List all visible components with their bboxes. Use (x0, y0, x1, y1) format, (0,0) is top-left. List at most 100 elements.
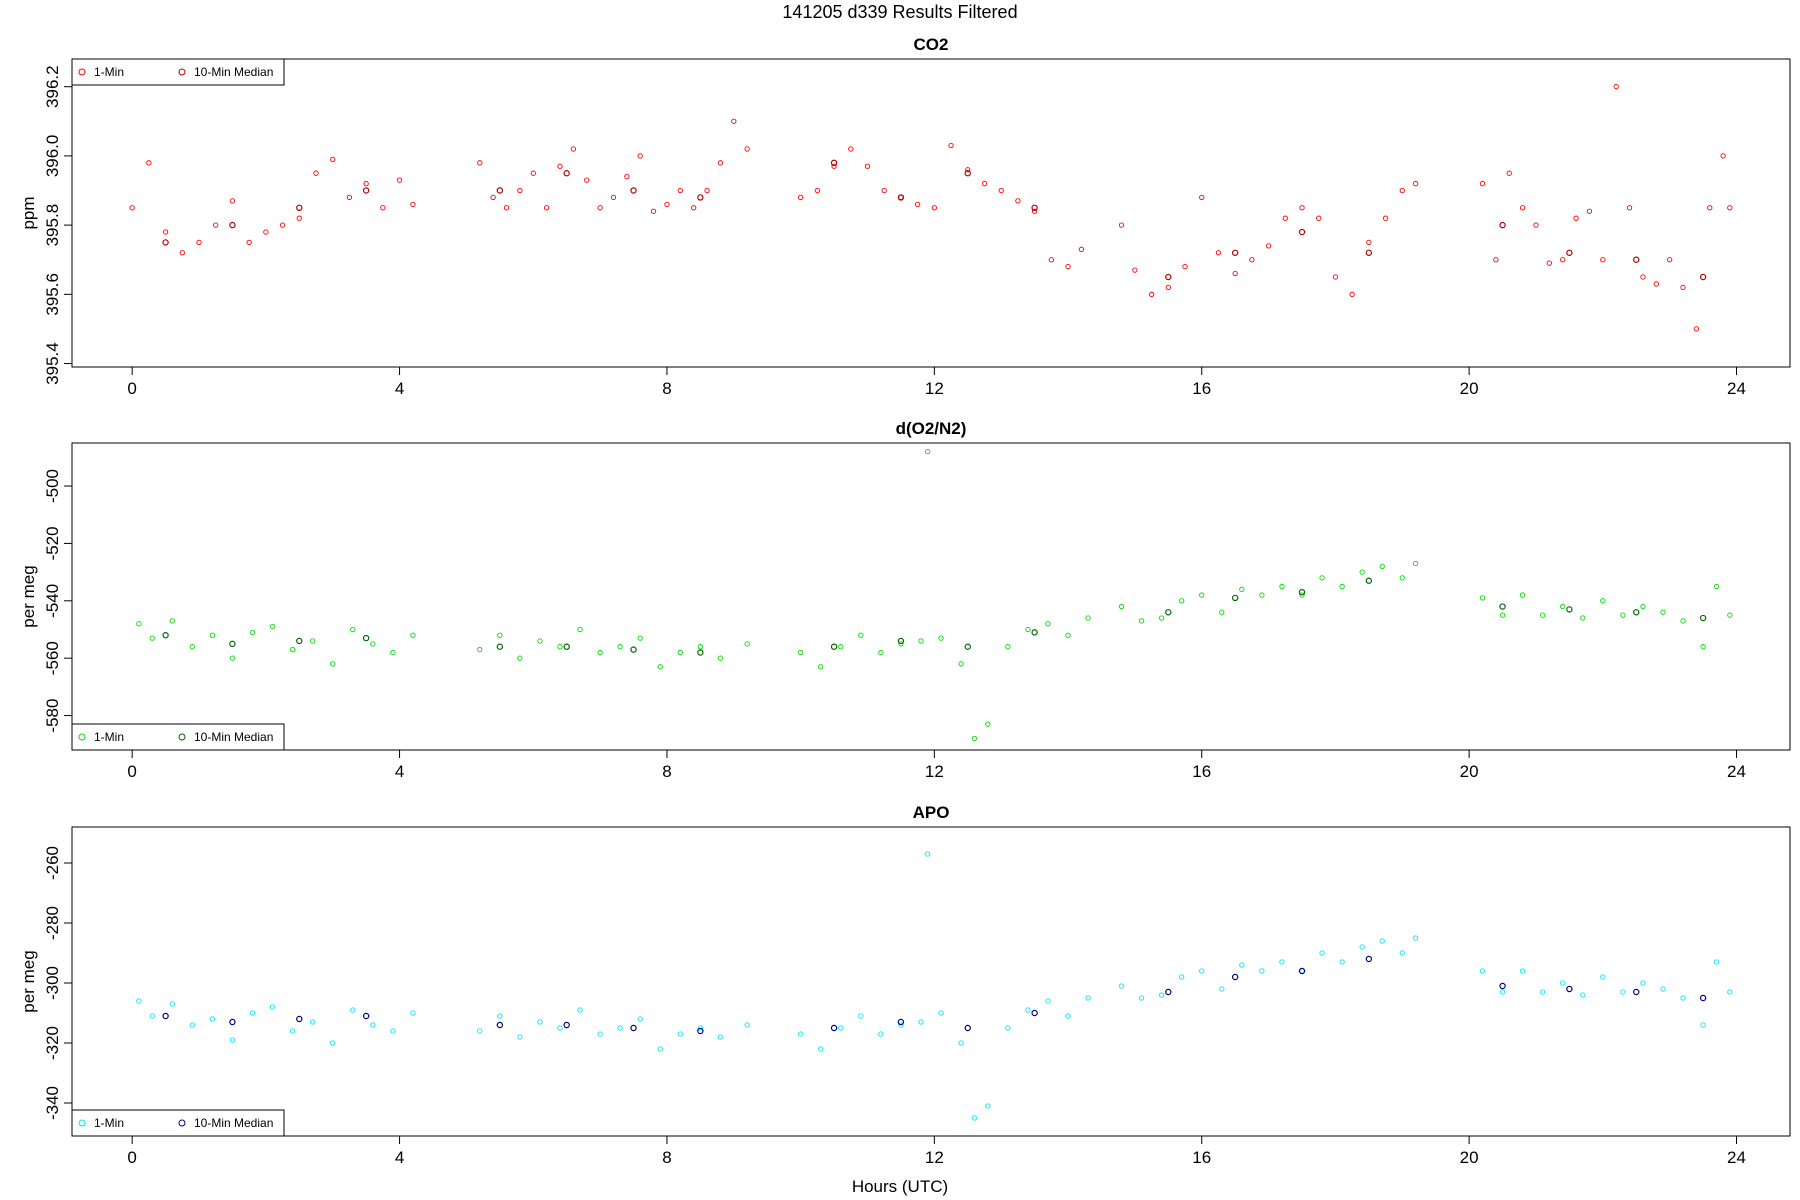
data-point (971, 735, 978, 742)
data-point (1700, 1022, 1706, 1028)
data-point (279, 222, 286, 228)
data-point (1519, 592, 1526, 598)
x-axis-label: Hours (UTC) (852, 1177, 948, 1196)
x-tick-label: 24 (1727, 1148, 1746, 1167)
data-point (1412, 935, 1419, 941)
y-axis-label: per meg (19, 565, 38, 627)
x-tick-label: 0 (127, 1148, 136, 1167)
data-point (1182, 263, 1188, 270)
data-point (330, 661, 336, 667)
x-tick-label: 4 (395, 762, 404, 781)
data-point (610, 194, 617, 201)
data-point (677, 649, 683, 656)
y-tick-label: -540 (43, 584, 62, 618)
data-point (1382, 215, 1389, 221)
data-point (1399, 575, 1405, 581)
data-point (229, 1018, 236, 1026)
y-tick-label: -500 (43, 469, 62, 503)
data-point (1399, 187, 1405, 194)
data-point (1299, 592, 1305, 598)
data-point (1298, 588, 1306, 596)
data-point (350, 1007, 356, 1013)
data-point (925, 448, 931, 455)
data-point (630, 187, 637, 194)
data-point (914, 201, 921, 207)
data-point (362, 1012, 370, 1020)
data-point (563, 170, 570, 177)
data-point (985, 1103, 991, 1109)
data-point (1566, 606, 1573, 613)
data-point (881, 187, 887, 194)
data-point (296, 215, 302, 221)
legend: 1-Min 10-Min Median (71, 1109, 285, 1137)
data-point (1232, 270, 1238, 277)
data-point (1499, 603, 1506, 610)
data-point (209, 632, 216, 638)
data-point (390, 1028, 396, 1034)
data-point (363, 180, 369, 187)
data-point (597, 205, 603, 211)
data-point (1359, 569, 1365, 575)
data-point (1600, 974, 1606, 980)
data-point (697, 1025, 704, 1031)
legend-marker (78, 733, 86, 741)
data-point (1031, 1009, 1038, 1017)
data-point (897, 194, 905, 201)
data-point (146, 160, 152, 166)
data-point (597, 649, 603, 656)
data-point (697, 1027, 704, 1035)
x-tick-label: 12 (925, 762, 944, 781)
data-point (1499, 989, 1506, 995)
data-point (1713, 959, 1720, 965)
data-point (797, 194, 804, 201)
data-point (530, 170, 536, 176)
x-tick-label: 8 (662, 762, 671, 781)
data-point (1299, 205, 1305, 211)
data-point (496, 643, 504, 650)
data-point (362, 634, 370, 642)
data-point (213, 222, 219, 228)
data-point (637, 635, 643, 641)
x-tick-label: 12 (925, 1148, 944, 1167)
legend-marker (178, 733, 186, 741)
data-point (263, 229, 269, 235)
data-point (1580, 615, 1586, 621)
data-point (717, 160, 724, 166)
data-point (704, 187, 710, 194)
data-point (1231, 594, 1239, 602)
data-point (1298, 967, 1306, 975)
data-point (129, 205, 135, 211)
data-point (657, 664, 663, 670)
data-point (289, 646, 296, 653)
data-point (330, 156, 336, 163)
data-point (517, 187, 523, 194)
data-point (1365, 249, 1373, 256)
data-point (1707, 205, 1713, 211)
data-point (1479, 595, 1486, 601)
data-point (1031, 629, 1038, 636)
data-point (1298, 228, 1306, 236)
data-point (162, 632, 169, 639)
data-point (1626, 205, 1633, 211)
data-point (1031, 204, 1038, 212)
legend-marker (178, 68, 186, 76)
data-point (637, 1016, 643, 1022)
data-point (497, 632, 503, 638)
x-tick-label: 16 (1192, 762, 1211, 781)
data-point (1148, 291, 1155, 297)
data-point (630, 1024, 637, 1032)
data-point (1015, 198, 1021, 204)
data-point (289, 1028, 296, 1034)
data-point (1359, 944, 1365, 950)
data-point (1165, 284, 1171, 291)
data-point (1399, 950, 1405, 956)
data-point (1580, 992, 1586, 998)
series-1 (162, 955, 1707, 1035)
data-point (410, 1010, 416, 1016)
data-point (1319, 575, 1325, 581)
figure-title: 141205 d339 Results Filtered (782, 2, 1017, 22)
data-point (964, 643, 971, 650)
x-tick-label: 20 (1460, 1148, 1479, 1167)
panel-1: d(O2/N2) per meg 0 4 8 12 16 20 24 -580 -560 -540 -5… (19, 419, 1791, 781)
data-point (897, 637, 905, 645)
